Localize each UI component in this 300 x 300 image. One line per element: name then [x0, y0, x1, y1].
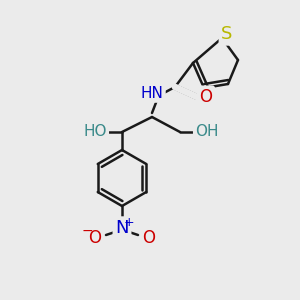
Text: HO: HO — [83, 124, 107, 140]
Text: +: + — [124, 215, 134, 229]
Text: HN: HN — [141, 85, 164, 100]
Text: −: − — [81, 224, 93, 238]
Text: O: O — [142, 229, 155, 247]
Text: O: O — [200, 88, 212, 106]
Text: S: S — [221, 25, 233, 43]
Text: O: O — [88, 229, 101, 247]
Text: N: N — [115, 219, 129, 237]
Text: OH: OH — [195, 124, 219, 140]
